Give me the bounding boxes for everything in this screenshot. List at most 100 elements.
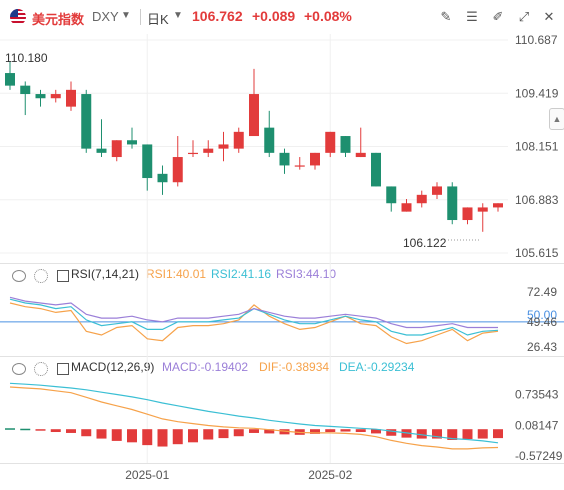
instrument-code[interactable]: DXY	[92, 9, 119, 24]
rsi-y-tick: 49.46	[527, 315, 557, 329]
gear-icon[interactable]	[34, 269, 48, 283]
rsi-y-tick: 72.49	[527, 285, 557, 299]
candle-body	[325, 131, 336, 153]
macd-histogram-bar	[188, 429, 198, 443]
candle-body	[371, 152, 381, 187]
candle-body	[294, 165, 305, 167]
candle-body	[81, 94, 92, 149]
rsi2-value: RSI2:41.16	[211, 267, 272, 281]
rsi-line-rsi1	[9, 302, 499, 345]
candle-body	[432, 186, 442, 195]
price-y-tick: 110.687	[515, 33, 558, 47]
header-divider	[140, 9, 141, 25]
instrument-name[interactable]: 美元指数	[32, 12, 85, 27]
period-selector[interactable]: 日K	[147, 12, 169, 27]
macd-title: MACD(12,26,9)	[71, 360, 155, 374]
rsi-header: RSI(7,14,21) RSI1:40.01 RSI2:41.16 RSI3:…	[0, 264, 564, 284]
macd-histogram-bar	[81, 429, 92, 437]
last-price: 106.762	[192, 8, 243, 24]
us-flag-icon	[10, 9, 26, 25]
candle-body	[279, 152, 290, 166]
scroll-up-button[interactable]: ▲	[549, 108, 564, 130]
candle-body	[50, 94, 61, 99]
eye-icon[interactable]	[12, 270, 26, 282]
macd-y-tick: 0.73543	[515, 388, 559, 402]
macd-histogram-bar	[310, 429, 320, 434]
eye-icon[interactable]	[12, 363, 26, 375]
macd-header: MACD(12,26,9) MACD:-0.19402 DIF:-0.38934…	[0, 357, 564, 377]
candle-body	[462, 207, 473, 221]
candle-body	[218, 144, 229, 149]
macd-histogram-bar	[432, 429, 442, 439]
close-icon[interactable]: ✕	[543, 9, 555, 24]
macd-histogram-bar	[172, 429, 183, 445]
macd-histogram-bar	[157, 429, 168, 447]
chart-header: 美元指数 DXY ▼ 日K ▼ 106.762 +0.089 +0.08% ✎ …	[0, 0, 564, 34]
macd-value: MACD:-0.19402	[162, 360, 249, 374]
candle-body	[264, 127, 275, 153]
candle-body	[66, 89, 76, 107]
candle-body	[20, 85, 31, 95]
macd-histogram-bar	[142, 429, 153, 446]
macd-histogram-bar	[127, 429, 137, 443]
chevron-up-icon[interactable]: ▲	[552, 114, 562, 124]
drawing-icon[interactable]: ✐	[492, 9, 504, 24]
macd-histogram-bar	[218, 429, 229, 439]
price-y-tick: 106.883	[515, 193, 559, 207]
candle-body	[401, 203, 412, 212]
rsi1-value: RSI1:40.01	[146, 267, 207, 281]
candle-body	[310, 152, 320, 166]
candle-body	[340, 136, 351, 153]
low-price-label: 106.122	[403, 236, 447, 250]
macd-histogram-bar	[249, 429, 259, 433]
candle-body	[233, 131, 244, 149]
macd-y-tick: -0.57249	[515, 449, 563, 463]
macd-histogram-bar	[5, 428, 15, 430]
macd-histogram-bar	[462, 429, 473, 440]
macd-histogram-bar	[264, 429, 275, 434]
macd-histogram-bar	[386, 429, 397, 436]
candle-body	[447, 186, 458, 221]
rsi-title: RSI(7,14,21)	[71, 267, 140, 281]
gear-icon[interactable]	[34, 362, 48, 376]
macd-histogram-bar	[447, 429, 458, 440]
checkbox-icon[interactable]	[57, 270, 69, 282]
price-change: +0.089	[252, 8, 296, 24]
fullscreen-icon[interactable]: ⤢	[518, 9, 530, 24]
candle-body	[416, 194, 427, 204]
macd-histogram-bar	[233, 429, 244, 437]
macd-histogram-bar	[340, 429, 351, 432]
macd-y-tick: 0.08147	[515, 418, 559, 432]
macd-histogram-bar	[325, 429, 336, 433]
macd-histogram-bar	[371, 429, 381, 434]
candle-body	[127, 140, 137, 145]
edit-icon[interactable]: ✎	[440, 9, 452, 24]
macd-histogram-bar	[96, 429, 107, 439]
macd-histogram-bar	[50, 429, 61, 433]
macd-histogram-bar	[66, 429, 76, 433]
candle-body	[172, 157, 183, 183]
settings-icon[interactable]: ☰	[466, 9, 478, 24]
candle-body	[142, 144, 153, 179]
macd-histogram-bar	[111, 429, 122, 441]
dea-value: DEA:-0.29234	[339, 360, 415, 374]
macd-histogram-bar	[203, 429, 214, 440]
checkbox-icon[interactable]	[57, 363, 69, 375]
high-price-label: 110.180	[5, 51, 48, 65]
candle-body	[111, 140, 122, 158]
instrument-dropdown-icon[interactable]: ▼	[121, 10, 131, 21]
macd-histogram-bar	[355, 429, 366, 433]
candle-body	[493, 203, 503, 208]
rsi-line-rsi3	[9, 296, 498, 329]
rsi-y-tick: 50.00	[527, 308, 557, 322]
macd-histogram-bar	[279, 429, 290, 435]
period-dropdown-icon[interactable]: ▼	[173, 10, 183, 21]
x-axis-label: 2025-01	[125, 468, 169, 482]
rsi-y-tick: 26.43	[527, 340, 557, 354]
x-axis-label: 2025-02	[308, 468, 352, 482]
candle-body	[5, 73, 15, 86]
macd-line-dea	[9, 382, 499, 444]
macd-line-dif	[9, 386, 499, 450]
price-change-pct: +0.08%	[304, 8, 352, 24]
